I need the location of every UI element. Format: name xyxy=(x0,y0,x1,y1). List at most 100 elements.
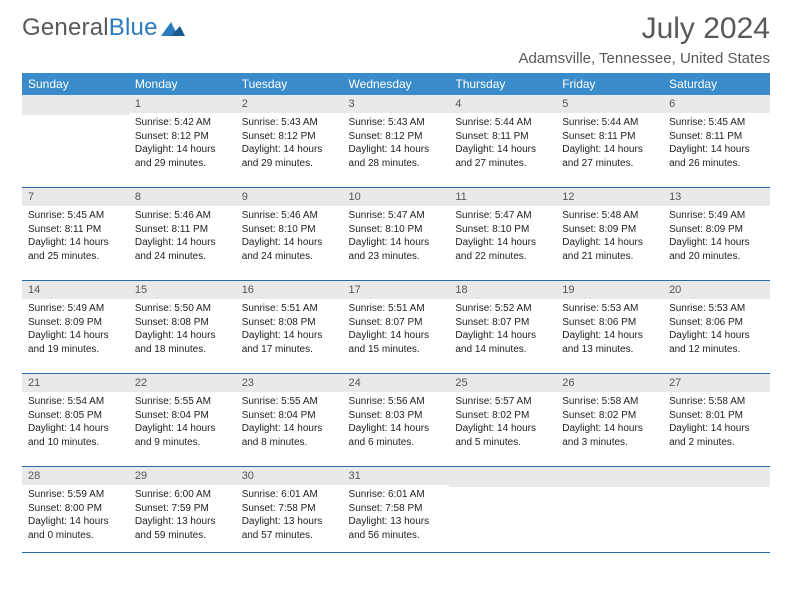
day-line: and 15 minutes. xyxy=(349,343,444,357)
day-line: and 27 minutes. xyxy=(562,157,657,171)
day-body: Sunrise: 5:43 AMSunset: 8:12 PMDaylight:… xyxy=(343,113,450,172)
day-line: Sunset: 8:01 PM xyxy=(669,409,764,423)
day-line: Sunrise: 5:49 AM xyxy=(28,302,123,316)
day-line: and 10 minutes. xyxy=(28,436,123,450)
day-body: Sunrise: 5:49 AMSunset: 8:09 PMDaylight:… xyxy=(663,206,770,265)
day-line: and 13 minutes. xyxy=(562,343,657,357)
day-line: Sunrise: 5:51 AM xyxy=(349,302,444,316)
day-body xyxy=(449,487,556,552)
day-line: Sunrise: 6:01 AM xyxy=(349,488,444,502)
day-cell xyxy=(22,95,129,188)
day-line: Sunset: 8:12 PM xyxy=(135,130,230,144)
day-line: Sunset: 8:11 PM xyxy=(562,130,657,144)
day-line: Daylight: 14 hours xyxy=(28,329,123,343)
day-body: Sunrise: 5:46 AMSunset: 8:11 PMDaylight:… xyxy=(129,206,236,265)
calendar-page: GeneralBlue July 2024 Adamsville, Tennes… xyxy=(0,0,792,553)
day-line: Daylight: 14 hours xyxy=(562,236,657,250)
day-line: Daylight: 13 hours xyxy=(349,515,444,529)
logo: GeneralBlue xyxy=(22,14,187,42)
day-number: 30 xyxy=(236,467,343,485)
day-line: Sunrise: 5:46 AM xyxy=(242,209,337,223)
day-number: 14 xyxy=(22,281,129,299)
logo-icon xyxy=(161,18,187,38)
day-body: Sunrise: 5:49 AMSunset: 8:09 PMDaylight:… xyxy=(22,299,129,358)
day-line: Sunrise: 5:56 AM xyxy=(349,395,444,409)
day-line: Daylight: 14 hours xyxy=(242,422,337,436)
day-line: Sunrise: 5:59 AM xyxy=(28,488,123,502)
day-line: Sunset: 8:09 PM xyxy=(28,316,123,330)
day-line: Sunset: 8:06 PM xyxy=(562,316,657,330)
day-cell: 14Sunrise: 5:49 AMSunset: 8:09 PMDayligh… xyxy=(22,281,129,374)
day-line: Sunset: 8:10 PM xyxy=(455,223,550,237)
day-body: Sunrise: 5:52 AMSunset: 8:07 PMDaylight:… xyxy=(449,299,556,358)
day-number: 18 xyxy=(449,281,556,299)
day-line: Sunset: 8:02 PM xyxy=(562,409,657,423)
day-body: Sunrise: 6:00 AMSunset: 7:59 PMDaylight:… xyxy=(129,485,236,544)
day-number: 29 xyxy=(129,467,236,485)
day-line: Daylight: 14 hours xyxy=(455,422,550,436)
weekday-header: Tuesday xyxy=(236,73,343,95)
day-line: Daylight: 14 hours xyxy=(28,515,123,529)
day-cell: 29Sunrise: 6:00 AMSunset: 7:59 PMDayligh… xyxy=(129,467,236,553)
day-cell: 17Sunrise: 5:51 AMSunset: 8:07 PMDayligh… xyxy=(343,281,450,374)
day-line: Sunset: 8:12 PM xyxy=(242,130,337,144)
day-line: Sunset: 8:10 PM xyxy=(242,223,337,237)
day-body: Sunrise: 5:58 AMSunset: 8:02 PMDaylight:… xyxy=(556,392,663,451)
day-cell: 24Sunrise: 5:56 AMSunset: 8:03 PMDayligh… xyxy=(343,374,450,467)
day-line: Sunrise: 5:43 AM xyxy=(349,116,444,130)
day-cell xyxy=(556,467,663,553)
day-line: Sunrise: 5:58 AM xyxy=(562,395,657,409)
day-line: Daylight: 14 hours xyxy=(562,422,657,436)
day-body: Sunrise: 5:53 AMSunset: 8:06 PMDaylight:… xyxy=(663,299,770,358)
logo-text-2: Blue xyxy=(109,14,158,42)
day-number: 19 xyxy=(556,281,663,299)
day-body: Sunrise: 5:46 AMSunset: 8:10 PMDaylight:… xyxy=(236,206,343,265)
day-number: 2 xyxy=(236,95,343,113)
week-row: 1Sunrise: 5:42 AMSunset: 8:12 PMDaylight… xyxy=(22,95,770,188)
day-line: Sunset: 8:11 PM xyxy=(28,223,123,237)
day-cell: 31Sunrise: 6:01 AMSunset: 7:58 PMDayligh… xyxy=(343,467,450,553)
day-line: and 23 minutes. xyxy=(349,250,444,264)
day-body xyxy=(22,115,129,180)
day-number: 6 xyxy=(663,95,770,113)
day-line: Sunrise: 5:47 AM xyxy=(349,209,444,223)
day-line: Sunrise: 5:42 AM xyxy=(135,116,230,130)
day-line: and 8 minutes. xyxy=(242,436,337,450)
day-cell: 3Sunrise: 5:43 AMSunset: 8:12 PMDaylight… xyxy=(343,95,450,188)
day-number: 4 xyxy=(449,95,556,113)
day-line: Sunset: 8:12 PM xyxy=(349,130,444,144)
day-cell: 10Sunrise: 5:47 AMSunset: 8:10 PMDayligh… xyxy=(343,188,450,281)
weekday-header: Wednesday xyxy=(343,73,450,95)
day-line: Sunset: 8:09 PM xyxy=(669,223,764,237)
day-number xyxy=(449,467,556,487)
day-body: Sunrise: 5:47 AMSunset: 8:10 PMDaylight:… xyxy=(449,206,556,265)
month-title: July 2024 xyxy=(518,14,770,44)
day-line: and 24 minutes. xyxy=(135,250,230,264)
day-line: and 29 minutes. xyxy=(135,157,230,171)
day-line: Sunset: 8:10 PM xyxy=(349,223,444,237)
day-line: Sunrise: 5:53 AM xyxy=(669,302,764,316)
day-body xyxy=(556,487,663,552)
day-body xyxy=(663,487,770,552)
day-line: and 57 minutes. xyxy=(242,529,337,543)
day-number: 12 xyxy=(556,188,663,206)
day-cell: 11Sunrise: 5:47 AMSunset: 8:10 PMDayligh… xyxy=(449,188,556,281)
day-number: 31 xyxy=(343,467,450,485)
day-body: Sunrise: 5:55 AMSunset: 8:04 PMDaylight:… xyxy=(236,392,343,451)
day-line: Sunrise: 5:43 AM xyxy=(242,116,337,130)
day-line: Sunset: 8:03 PM xyxy=(349,409,444,423)
day-cell: 19Sunrise: 5:53 AMSunset: 8:06 PMDayligh… xyxy=(556,281,663,374)
weekday-header: Thursday xyxy=(449,73,556,95)
day-body: Sunrise: 5:55 AMSunset: 8:04 PMDaylight:… xyxy=(129,392,236,451)
day-line: Daylight: 14 hours xyxy=(562,329,657,343)
day-line: Daylight: 13 hours xyxy=(242,515,337,529)
day-body: Sunrise: 5:56 AMSunset: 8:03 PMDaylight:… xyxy=(343,392,450,451)
day-line: and 6 minutes. xyxy=(349,436,444,450)
day-line: Sunrise: 6:01 AM xyxy=(242,488,337,502)
day-line: and 28 minutes. xyxy=(349,157,444,171)
week-row: 7Sunrise: 5:45 AMSunset: 8:11 PMDaylight… xyxy=(22,188,770,281)
day-line: and 26 minutes. xyxy=(669,157,764,171)
day-line: and 3 minutes. xyxy=(562,436,657,450)
day-line: Daylight: 14 hours xyxy=(669,236,764,250)
day-cell: 15Sunrise: 5:50 AMSunset: 8:08 PMDayligh… xyxy=(129,281,236,374)
